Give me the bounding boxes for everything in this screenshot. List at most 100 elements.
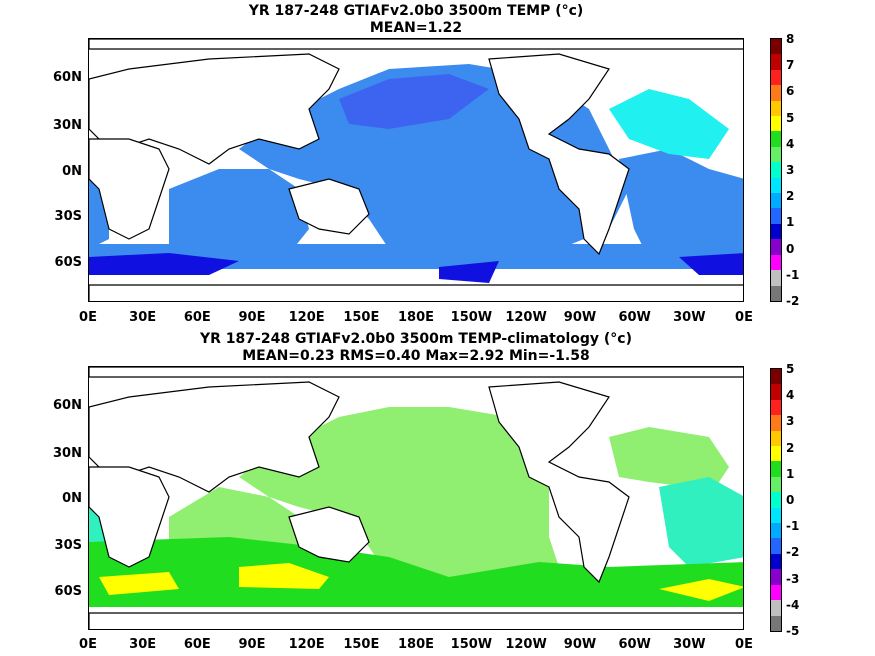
bottom-lon-label: 30E (129, 637, 157, 652)
bottom-colorbar-segment (771, 415, 781, 431)
bottom-lon-label: 120E (288, 637, 325, 652)
bottom-land-australia (288, 506, 370, 563)
bottom-colorbar-segment (771, 399, 781, 416)
top-land-americas (488, 53, 630, 256)
top-colorbar-segment (771, 239, 781, 255)
top-colorbar-label: 2 (786, 189, 795, 204)
bottom-lon-label: 90W (563, 637, 597, 652)
top-southern-band (89, 244, 743, 269)
bottom-map-panel (88, 366, 744, 630)
bottom-lon-label: 150E (343, 637, 380, 652)
bottom-lat-0n: 0N (62, 491, 82, 506)
top-colorbar (770, 38, 782, 302)
bottom-colorbar-segment (771, 384, 781, 400)
top-colorbar-segment (771, 54, 781, 70)
bottom-lon-label: 0E (735, 637, 753, 652)
top-colorbar-label: -2 (786, 294, 800, 308)
bottom-colorbar-label: 1 (786, 466, 795, 481)
bottom-lon-label: 0E (79, 637, 97, 652)
top-indian-field (169, 169, 309, 259)
bottom-lat-60s: 60S (54, 584, 82, 599)
top-land-antarctica (89, 284, 743, 301)
bottom-stats: MEAN=0.23 RMS=0.40 Max=2.92 Min=-1.58 (242, 348, 590, 364)
top-lat-0n: 0N (62, 164, 82, 179)
bottom-colorbar-label: -4 (786, 597, 800, 612)
top-lon-label: 0E (735, 310, 753, 325)
bottom-warm-patch-2 (239, 563, 329, 589)
bottom-colorbar-segment (771, 369, 781, 385)
top-lon-label: 120W (505, 310, 547, 325)
top-title: YR 187-248 GTIAFv2.0b0 3500m TEMP (°c) (248, 3, 584, 19)
top-colorbar-segment (771, 85, 781, 101)
bottom-colorbar-segment (771, 615, 781, 631)
bottom-colorbar-segment (771, 600, 781, 616)
top-colorbar-label: 0 (786, 241, 795, 256)
top-colorbar-segment (771, 285, 781, 301)
top-map-svg (89, 39, 743, 301)
bottom-colorbar-segment (771, 446, 781, 462)
top-southern-deep (89, 253, 239, 275)
bottom-colorbar-segment (771, 476, 781, 493)
bottom-title: YR 187-248 GTIAFv2.0b0 3500m TEMP-climat… (200, 331, 632, 347)
bottom-lon-label: 30W (673, 637, 706, 652)
top-southern-deep-3 (679, 253, 743, 275)
top-colorbar-label: 6 (786, 84, 795, 99)
bottom-colorbar-segment (771, 569, 781, 585)
bottom-colorbar-label: -2 (786, 545, 800, 560)
bottom-colorbar-segment (771, 461, 781, 477)
top-colorbar-segment (771, 69, 781, 86)
top-colorbar-label: 1 (786, 215, 795, 230)
bottom-colorbar-segment (771, 430, 781, 447)
bottom-lon-label: 150W (450, 637, 493, 652)
top-colorbar-segment (771, 177, 781, 194)
top-mean: MEAN=1.22 (369, 20, 463, 36)
top-lon-label: 150W (450, 310, 493, 325)
bottom-land-americas (488, 381, 630, 584)
bottom-south-atlantic (659, 477, 743, 567)
top-lat-60n: 60N (53, 70, 82, 85)
bottom-colorbar-label: 2 (786, 440, 795, 455)
top-colorbar-label: 5 (786, 110, 795, 125)
bottom-colorbar-label: -3 (786, 571, 800, 586)
top-lat-30s: 30S (54, 209, 82, 224)
top-lon-label: 0E (79, 310, 97, 325)
bottom-land-africa (89, 466, 170, 568)
bottom-arctic-cap (89, 367, 743, 378)
top-lon-label: 90E (238, 310, 266, 325)
top-colorbar-segment (771, 39, 781, 55)
top-colorbar-segment (771, 254, 781, 271)
top-colorbar-segment (771, 223, 781, 240)
bottom-colorbar-segment (771, 584, 781, 601)
top-colorbar-segment (771, 116, 781, 132)
top-lon-label: 30W (673, 310, 706, 325)
bottom-lat-30n: 30N (53, 446, 82, 461)
top-north-pacific (339, 74, 489, 129)
top-colorbar-label: 3 (786, 163, 795, 177)
bottom-warm-patch-3 (659, 579, 743, 601)
bottom-colorbar-label: -1 (786, 519, 800, 534)
top-colorbar-segment (771, 162, 781, 178)
top-lon-label: 120E (288, 310, 325, 325)
bottom-pacific-field (239, 407, 559, 597)
bottom-colorbar-segment (771, 492, 781, 508)
top-land-australia (288, 178, 370, 235)
bottom-colorbar-label: 5 (786, 362, 795, 376)
bottom-colorbar (770, 368, 782, 632)
bottom-warm-patch-1 (99, 572, 179, 595)
bottom-lon-label: 90E (238, 637, 266, 652)
bottom-lon-label: 60W (618, 637, 651, 652)
top-colorbar-segment (771, 270, 781, 286)
top-colorbar-label: 7 (786, 58, 795, 73)
bottom-lon-label: 180E (397, 637, 435, 652)
bottom-land-antarctica (89, 612, 743, 629)
top-colorbar-label: -1 (786, 267, 800, 282)
top-colorbar-segment (771, 146, 781, 163)
bottom-lon-label: 120W (505, 637, 547, 652)
top-colorbar-segment (771, 131, 781, 147)
top-lat-30n: 30N (53, 118, 82, 133)
top-land-africa (89, 138, 170, 240)
bottom-colorbar-label: -5 (786, 624, 800, 638)
top-lon-label: 60W (618, 310, 651, 325)
bottom-colorbar-segment (771, 507, 781, 524)
top-lat-60s: 60S (54, 255, 82, 270)
